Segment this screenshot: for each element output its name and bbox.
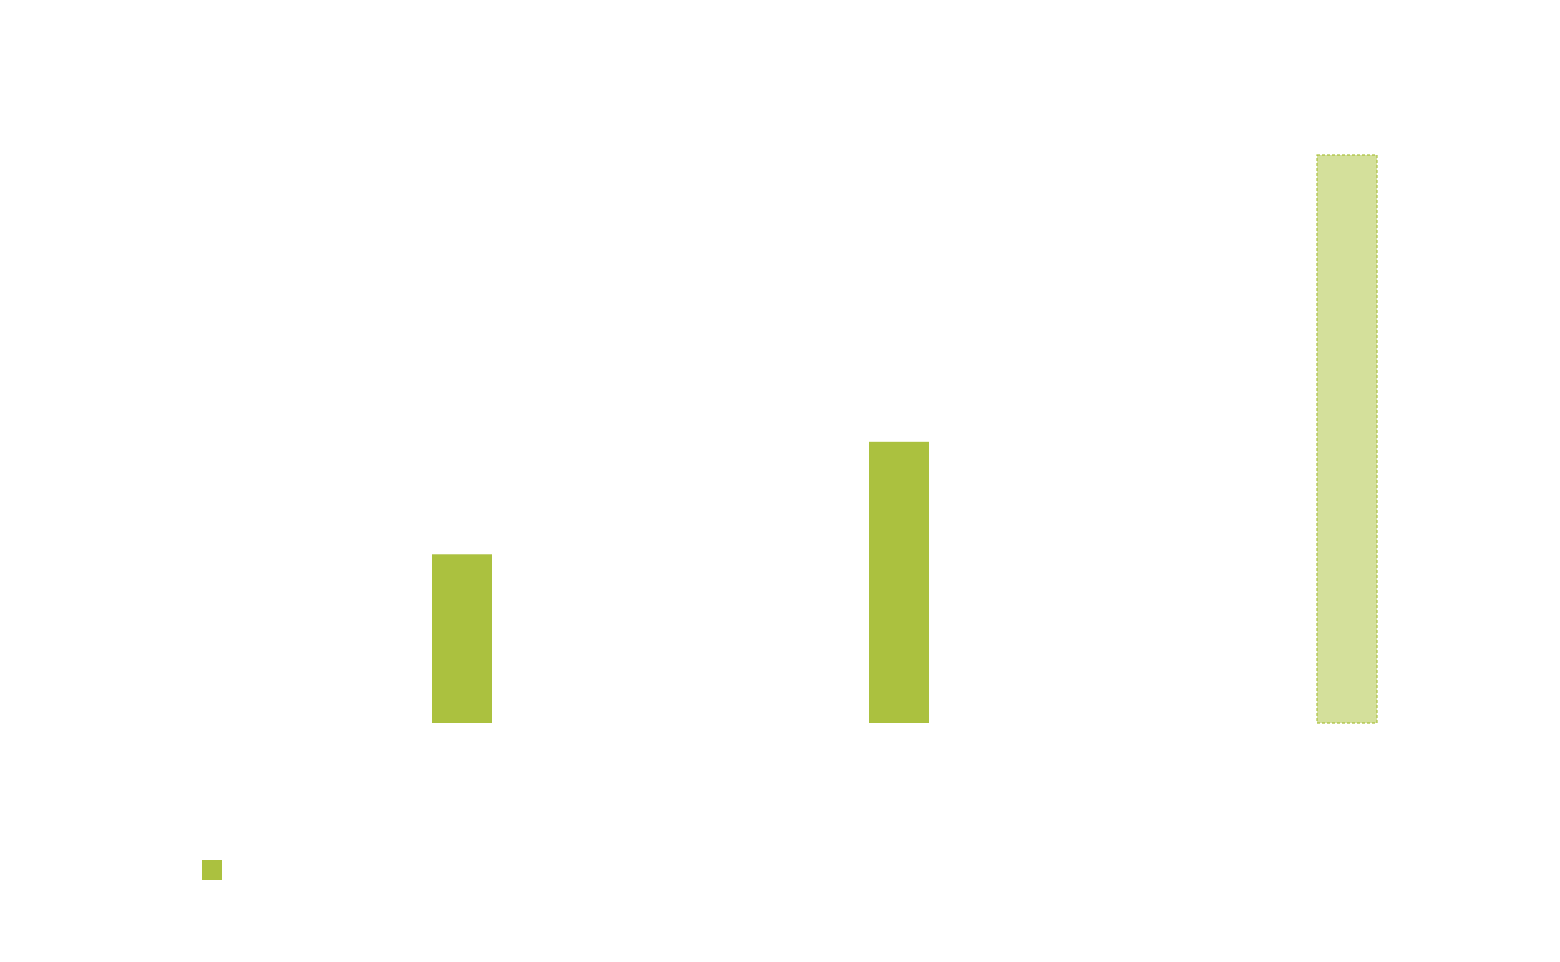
bar-2 [869,441,929,723]
bar-3 [1316,154,1378,724]
bar-1 [432,554,492,723]
legend-swatch [202,860,222,880]
bars-layer [432,154,1378,724]
legend [202,860,222,880]
